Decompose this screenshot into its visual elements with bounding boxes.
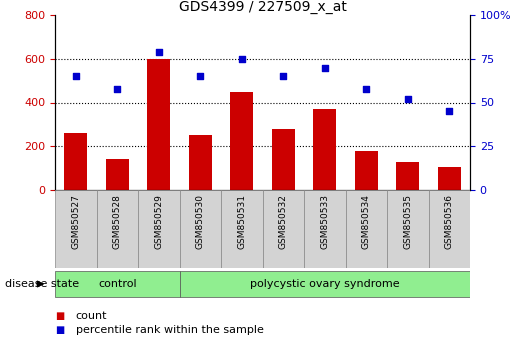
Bar [64, 133, 87, 190]
Bar [272, 129, 295, 190]
Text: GSM850536: GSM850536 [445, 194, 454, 249]
Bar [355, 150, 377, 190]
Text: percentile rank within the sample: percentile rank within the sample [76, 325, 264, 335]
Text: GSM850535: GSM850535 [403, 194, 412, 249]
Point [154, 49, 163, 55]
Point [237, 56, 246, 62]
Bar [147, 59, 170, 190]
Point [279, 73, 287, 79]
Text: disease state: disease state [5, 279, 79, 289]
Point [72, 73, 80, 79]
Text: GSM850534: GSM850534 [362, 194, 371, 249]
Point [196, 73, 204, 79]
Title: GDS4399 / 227509_x_at: GDS4399 / 227509_x_at [179, 0, 347, 14]
Bar [55, 190, 96, 268]
Text: GSM850527: GSM850527 [71, 194, 80, 249]
Text: ■: ■ [55, 311, 64, 321]
Bar [180, 190, 221, 268]
Text: GSM850531: GSM850531 [237, 194, 246, 249]
Text: GSM850532: GSM850532 [279, 194, 288, 249]
Point [445, 108, 453, 114]
Point [362, 86, 370, 91]
Point [321, 65, 329, 70]
Point [404, 96, 412, 102]
Bar [180, 272, 470, 297]
Point [113, 86, 122, 91]
Bar [221, 190, 263, 268]
Bar [428, 190, 470, 268]
Bar [55, 272, 180, 297]
Bar [96, 190, 138, 268]
Bar [397, 161, 419, 190]
Text: ■: ■ [55, 325, 64, 335]
Bar [387, 190, 428, 268]
Bar [304, 190, 346, 268]
Text: control: control [98, 279, 136, 289]
Bar [346, 190, 387, 268]
Bar [138, 190, 180, 268]
Bar [438, 167, 460, 190]
Bar [189, 135, 212, 190]
Bar [106, 159, 129, 190]
Text: GSM850528: GSM850528 [113, 194, 122, 249]
Text: GSM850530: GSM850530 [196, 194, 205, 249]
Text: polycystic ovary syndrome: polycystic ovary syndrome [250, 279, 400, 289]
Text: GSM850529: GSM850529 [154, 194, 163, 249]
Text: GSM850533: GSM850533 [320, 194, 329, 249]
Bar [313, 109, 336, 190]
Bar [263, 190, 304, 268]
Text: count: count [76, 311, 107, 321]
Bar [230, 92, 253, 190]
